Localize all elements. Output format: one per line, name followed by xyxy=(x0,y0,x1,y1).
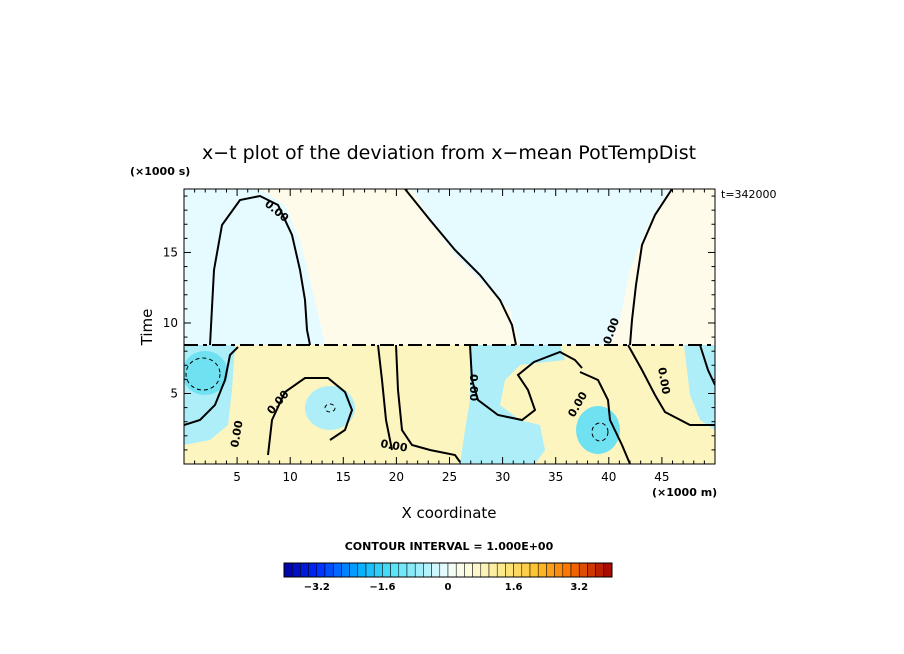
y-axis-units: (×1000 s) xyxy=(130,165,190,178)
x-tick-label: 30 xyxy=(495,470,510,484)
colorbar-cell xyxy=(341,562,350,578)
colorbar-cell xyxy=(521,562,531,578)
colorbar-cell xyxy=(529,562,539,578)
colorbar-cell xyxy=(464,562,473,578)
field-region-negative-mid xyxy=(460,345,565,464)
colorbar-cell xyxy=(496,562,506,578)
contour-right-lower xyxy=(579,371,631,464)
colorbar-cell xyxy=(349,562,359,578)
colorbar-cell xyxy=(554,562,564,578)
field-core-mid xyxy=(305,386,355,430)
colorbar-cell xyxy=(480,562,490,578)
colorbar-cell xyxy=(570,562,580,578)
colorbar-cell xyxy=(373,562,383,578)
colorbar-cell xyxy=(382,562,391,578)
colorbar-cell xyxy=(365,562,375,578)
x-axis-units: (×1000 m) xyxy=(652,486,717,499)
colorbar-cell xyxy=(357,562,367,578)
colorbar-cell xyxy=(455,562,465,578)
colorbar-cell xyxy=(291,562,301,578)
field-core-right xyxy=(576,406,620,454)
contour-upper-right xyxy=(629,189,673,346)
colorbar-cell xyxy=(406,562,416,578)
x-tick-label: 10 xyxy=(283,470,298,484)
colorbar-tick-label: 0 xyxy=(445,582,452,593)
colorbar-cell xyxy=(439,562,449,578)
colorbar-cell xyxy=(423,562,432,578)
colorbar-cell xyxy=(488,562,498,578)
colorbar-tick-label: −1.6 xyxy=(369,582,395,593)
colorbar-cell xyxy=(324,562,334,578)
x-axis-ticks: 5 10 15 20 25 30 35 40 45 xyxy=(194,189,705,484)
y-axis-ticks: 5 10 15 xyxy=(163,195,715,451)
x-tick-label: 45 xyxy=(654,470,669,484)
contour-label: 0.00 xyxy=(379,437,408,455)
colorbar-cell xyxy=(308,562,318,578)
x-tick-label: 5 xyxy=(233,470,241,484)
colorbar xyxy=(283,562,613,578)
colorbar-cell xyxy=(316,562,326,578)
contour-right-edge xyxy=(699,344,715,386)
x-axis-label: X coordinate xyxy=(401,504,496,522)
contour-interval-note: CONTOUR INTERVAL = 1.000E+00 xyxy=(345,540,554,553)
colorbar-ticks: −3.2 −1.6 0 1.6 3.2 xyxy=(304,582,588,593)
colorbar-cell xyxy=(472,562,482,578)
contour-label: 0.00 xyxy=(228,419,246,448)
colorbar-tick-label: 3.2 xyxy=(570,582,588,593)
negative-contours xyxy=(185,357,609,442)
contour-upper-left xyxy=(209,194,311,346)
colorbar-frame xyxy=(283,562,613,578)
contour-center-right xyxy=(469,344,583,422)
x-tick-label: 35 xyxy=(548,470,563,484)
colorbar-cell xyxy=(587,562,596,578)
x-tick-label: 15 xyxy=(336,470,351,484)
colorbar-cell xyxy=(505,562,514,578)
colorbar-cell xyxy=(390,562,400,578)
x-tick-label: 20 xyxy=(389,470,404,484)
field-core-left xyxy=(184,351,228,395)
contour-middle-strands xyxy=(377,344,461,463)
contour-far-right xyxy=(627,344,715,426)
colorbar-cell xyxy=(603,562,613,578)
colorbar-cell xyxy=(537,562,547,578)
y-axis-label: Time xyxy=(138,309,156,347)
y-tick-label: 5 xyxy=(170,386,178,400)
contour-label: 0.00 xyxy=(467,374,480,401)
contour-center-hook xyxy=(267,377,354,456)
colorbar-cell xyxy=(332,562,342,578)
y-tick-label: 10 xyxy=(163,316,178,330)
x-tick-label: 25 xyxy=(442,470,457,484)
colorbar-cell xyxy=(414,562,424,578)
negative-contour-mid xyxy=(324,403,336,413)
x-tick-label: 40 xyxy=(601,470,616,484)
colorbar-cell xyxy=(562,562,572,578)
shaded-field xyxy=(184,189,715,464)
colorbar-cell xyxy=(431,562,441,578)
negative-contour-right xyxy=(591,422,609,442)
field-lower-band xyxy=(184,345,715,464)
colorbar-cell xyxy=(447,562,457,578)
colorbar-tick-label: 1.6 xyxy=(505,582,523,593)
time-stamp: t=342000 xyxy=(721,188,777,201)
y-tick-label: 15 xyxy=(163,245,178,259)
colorbar-cell xyxy=(546,562,555,578)
colorbar-cell xyxy=(513,562,523,578)
colorbar-cell xyxy=(595,562,605,578)
contour-left-lower xyxy=(184,346,239,426)
chart-title: x−t plot of the deviation from x−mean Po… xyxy=(202,142,696,164)
field-region-negative-upper-mid xyxy=(412,189,670,345)
colorbar-tick-label: −3.2 xyxy=(304,582,330,593)
colorbar-cell xyxy=(578,562,588,578)
colorbar-cell xyxy=(300,562,309,578)
contour-upper-mid xyxy=(404,189,517,346)
contour-lines xyxy=(184,189,715,464)
contour-label: 0.00 xyxy=(655,366,673,395)
colorbar-cell xyxy=(398,562,408,578)
negative-contour-left xyxy=(185,357,221,391)
colorbar-cell xyxy=(283,562,293,578)
